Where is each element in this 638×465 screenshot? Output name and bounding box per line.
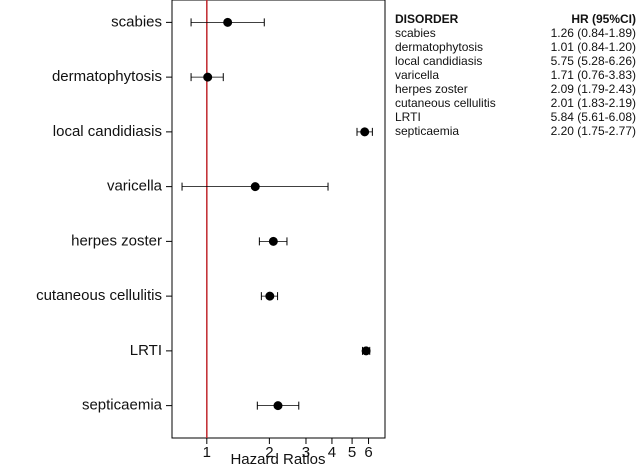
- y-tick-label: LRTI: [130, 342, 162, 359]
- point: [223, 17, 233, 27]
- point: [361, 346, 371, 356]
- point: [250, 182, 260, 192]
- x-tick-label: 5: [348, 444, 356, 461]
- x-tick-label: 1: [203, 444, 211, 461]
- x-tick-label: 6: [364, 444, 372, 461]
- table-disorder: herpes zoster: [395, 82, 468, 96]
- table-disorder: dermatophytosis: [395, 40, 483, 54]
- table-disorder: LRTI: [395, 110, 421, 124]
- table-hr: 1.01 (0.84-1.20): [551, 40, 636, 54]
- table-disorder: septicaemia: [395, 124, 459, 138]
- x-axis-label: Hazard Ratios: [230, 451, 325, 465]
- y-tick-label: dermatophytosis: [52, 68, 162, 85]
- table-hr: 2.20 (1.75-2.77): [551, 124, 636, 138]
- table-hr: 1.26 (0.84-1.89): [551, 26, 636, 40]
- point: [268, 236, 278, 246]
- table-hr: 5.84 (5.61-6.08): [551, 110, 636, 124]
- x-tick-label: 4: [328, 444, 336, 461]
- x-tick-label: 2: [265, 444, 273, 461]
- x-tick-label: 3: [302, 444, 310, 461]
- point: [203, 72, 213, 82]
- y-tick-label: herpes zoster: [71, 232, 162, 249]
- y-tick-label: septicaemia: [82, 397, 163, 414]
- plot-area: [171, 0, 386, 439]
- table-hr: 5.75 (5.28-6.26): [551, 54, 636, 68]
- point: [360, 127, 370, 137]
- table-disorder: varicella: [395, 68, 439, 82]
- y-tick-label: cutaneous cellulitis: [36, 287, 162, 304]
- point: [265, 291, 275, 301]
- table-header: DISORDER: [395, 12, 459, 26]
- point: [273, 401, 283, 411]
- table-hr: 1.71 (0.76-3.83): [551, 68, 636, 82]
- y-tick-label: varicella: [107, 178, 163, 195]
- table-hr: 2.09 (1.79-2.43): [551, 82, 636, 96]
- table-disorder: cutaneous cellulitis: [395, 96, 496, 110]
- table-hr: 2.01 (1.83-2.19): [551, 96, 636, 110]
- table-disorder: scabies: [395, 26, 436, 40]
- y-tick-label: local candidiasis: [53, 123, 162, 140]
- table-header: HR (95%CI): [571, 12, 636, 26]
- y-tick-label: scabies: [111, 13, 162, 30]
- table-disorder: local candidiasis: [395, 54, 482, 68]
